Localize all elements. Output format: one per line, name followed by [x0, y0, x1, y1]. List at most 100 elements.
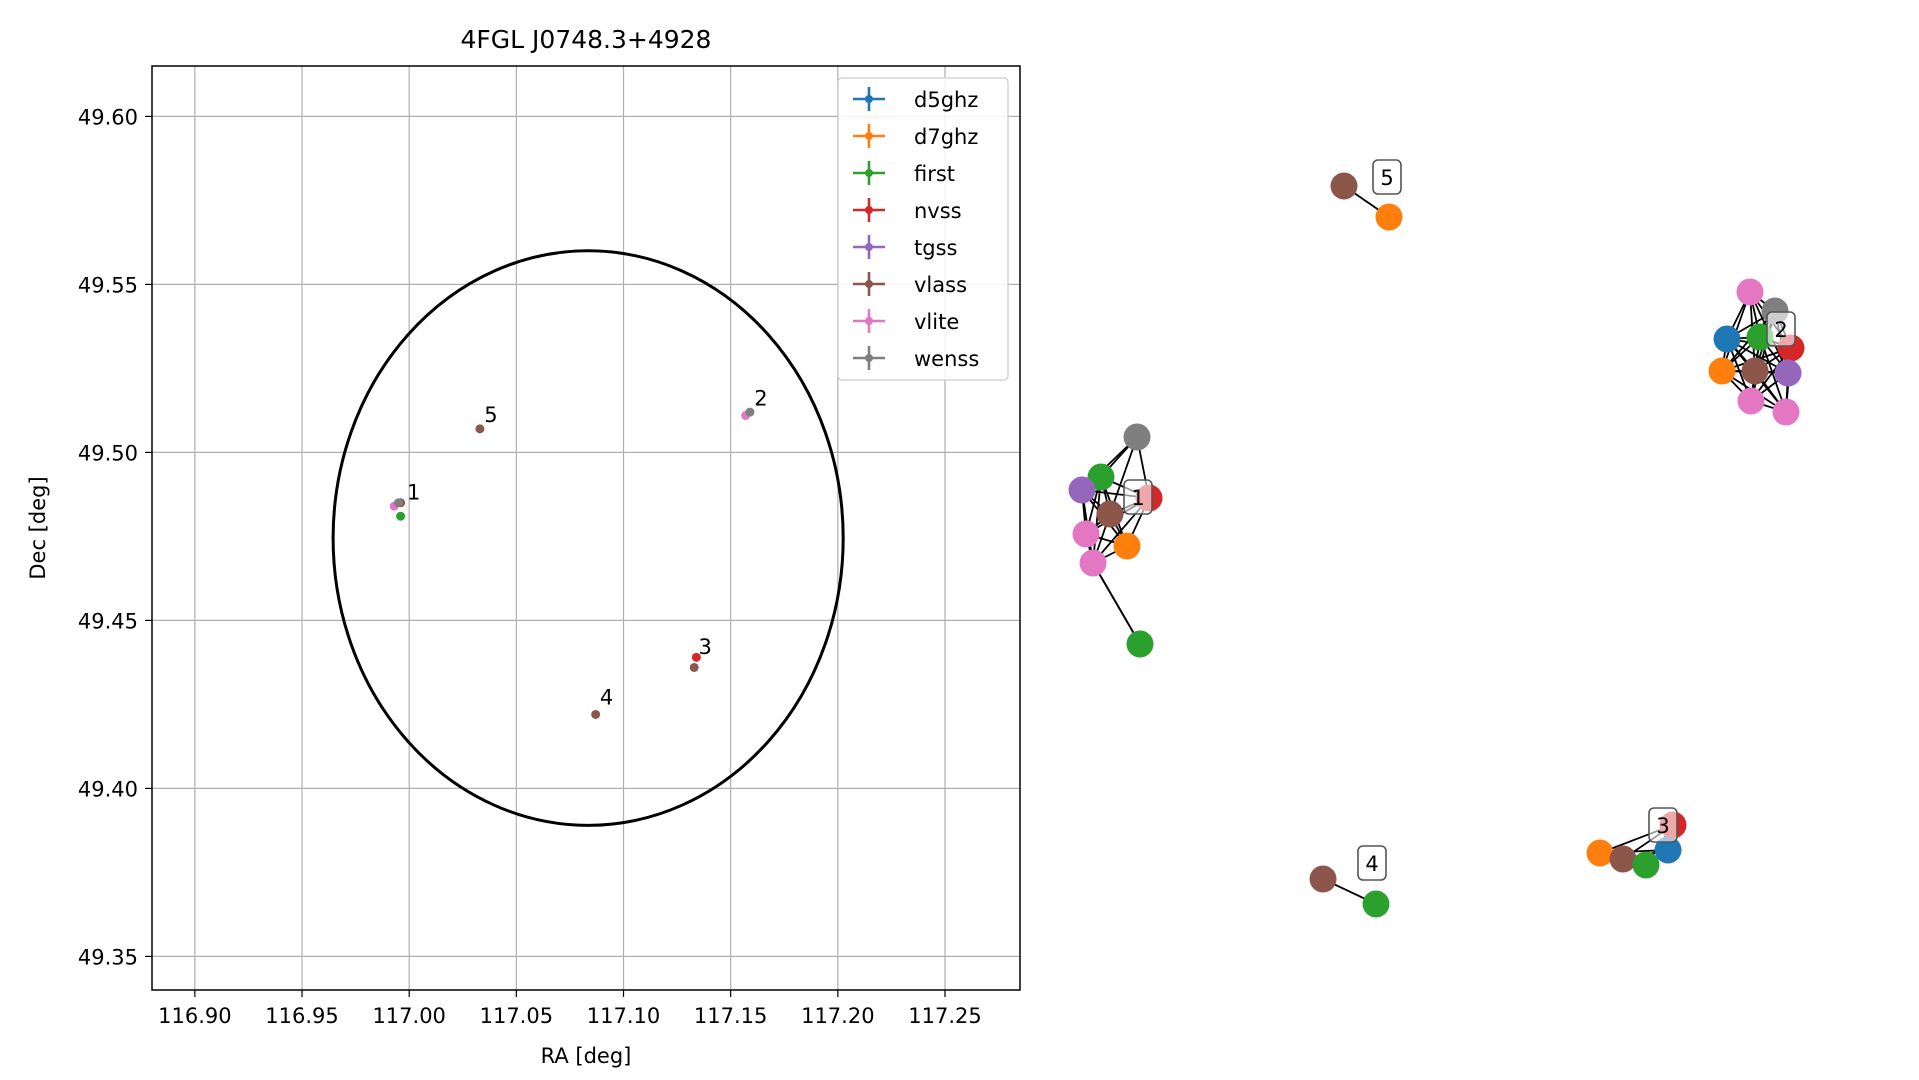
data-point-vlass: [475, 424, 485, 434]
network-group-label: 2: [1766, 311, 1796, 347]
group-label-text: 2: [1774, 318, 1787, 342]
legend-label: vlass: [914, 273, 967, 297]
legend-label: first: [914, 162, 955, 186]
error-ellipse: [331, 249, 845, 827]
network-node-vlite: [1737, 387, 1765, 415]
legend-marker-dot: [865, 132, 873, 140]
x-tick-label: 117.20: [801, 1004, 874, 1028]
network-node-tgss: [1068, 476, 1096, 504]
network-group-label: 4: [1357, 845, 1387, 881]
group-label-text: 4: [1365, 852, 1378, 876]
x-tick-label: 117.15: [694, 1004, 767, 1028]
legend-label: vlite: [914, 310, 959, 334]
y-tick-label: 49.60: [78, 105, 138, 129]
legend-box: [837, 77, 1009, 381]
x-tick-label: 117.00: [372, 1004, 445, 1028]
group-label-box: [1123, 479, 1153, 515]
network-node-first: [1087, 463, 1115, 491]
x-axis-title: RA [deg]: [541, 1044, 632, 1068]
legend-entry: nvss: [853, 198, 962, 223]
data-point-nvss: [691, 652, 701, 662]
network-node-wenss: [1123, 423, 1151, 451]
network-node-d7ghz: [1113, 532, 1141, 560]
y-tick-label: 49.50: [78, 441, 138, 465]
y-tick-label: 49.35: [78, 945, 138, 969]
group-label-box: [1648, 807, 1678, 843]
network-node-vlass: [1309, 865, 1337, 893]
data-point-wenss: [393, 498, 403, 508]
point-labels-layer: 1 2 3 4 5: [407, 386, 768, 709]
legend-marker-dot: [865, 169, 873, 177]
network-node-d5ghz: [1713, 325, 1741, 353]
x-axis-ticks: 116.90 116.95 117.00 117.05 117.10 117.15 117.…: [158, 990, 982, 1028]
legend-marker-dot: [865, 206, 873, 214]
chart-title: 4FGL J0748.3+4928: [461, 25, 712, 54]
legend-marker-dot: [865, 317, 873, 325]
legend-entry: d5ghz: [853, 87, 978, 112]
legend-entry: d7ghz: [853, 124, 978, 149]
data-point-wenss: [745, 407, 755, 417]
data-point-vlass: [689, 662, 699, 672]
data-point-first: [396, 511, 406, 521]
network-node-first: [1632, 851, 1660, 879]
x-tick-label: 117.25: [908, 1004, 981, 1028]
group-label-text: 1: [1131, 486, 1144, 510]
network-node-vlass: [1609, 845, 1637, 873]
legend-label: wenss: [914, 347, 979, 371]
legend: d5ghz d7ghz first nvss tgss vlass vlite wenss: [837, 77, 1009, 381]
y-tick-label: 49.40: [78, 777, 138, 801]
legend-entry: vlite: [853, 309, 959, 334]
x-tick-label: 117.05: [480, 1004, 553, 1028]
network-group-label: 5: [1372, 159, 1402, 195]
y-axis-title: Dec [deg]: [26, 476, 50, 579]
group-label-box: [1766, 311, 1796, 347]
network-node-vlass: [1741, 357, 1769, 385]
error-ellipse-layer: [331, 249, 845, 827]
y-tick-label: 49.55: [78, 273, 138, 297]
network-group-labels: 1 2 3 4 5: [1123, 159, 1796, 881]
legend-marker-dot: [865, 243, 873, 251]
plot-frame: [151, 65, 1021, 991]
x-tick-label: 116.95: [265, 1004, 338, 1028]
legend-entry: first: [853, 161, 955, 186]
network-group-label: 3: [1648, 807, 1678, 843]
sky-scatter-plot: 1 2 3 4 5 116.90 116.95 117.00 117.05 117.10 117.…: [26, 25, 1021, 1068]
network-node-vlass: [1096, 500, 1124, 528]
data-points-layer: [389, 407, 755, 719]
network-node-tgss: [1774, 359, 1802, 387]
point-label: 3: [699, 635, 712, 659]
y-axis-ticks: 49.35 49.40 49.45 49.50 49.55 49.60: [78, 105, 152, 969]
group-label-text: 3: [1656, 814, 1669, 838]
network-node-first: [1362, 890, 1390, 918]
network-node-d7ghz: [1708, 357, 1736, 385]
group-label-box: [1372, 159, 1402, 195]
network-group-label: 1: [1123, 479, 1153, 515]
legend-marker-dot: [865, 354, 873, 362]
legend-marker-dot: [865, 280, 873, 288]
legend-label: d5ghz: [914, 88, 978, 112]
legend-marker-dot: [865, 95, 873, 103]
legend-label: nvss: [914, 199, 962, 223]
x-tick-label: 116.90: [158, 1004, 231, 1028]
network-node-vlite: [1736, 278, 1764, 306]
legend-label: tgss: [914, 236, 957, 260]
association-network: 1 2 3 4 5: [1068, 159, 1805, 918]
legend-entry: tgss: [853, 235, 957, 260]
network-node-vlite: [1072, 520, 1100, 548]
data-point-vlass: [591, 709, 601, 719]
network-node-vlass: [1330, 172, 1358, 200]
network-node-d5ghz: [1654, 836, 1682, 864]
x-tick-label: 117.10: [587, 1004, 660, 1028]
group-label-box: [1357, 845, 1387, 881]
legend-label: d7ghz: [914, 125, 978, 149]
network-edge: [1109, 436, 1138, 515]
network-edge: [1092, 562, 1141, 645]
point-label: 1: [407, 480, 420, 504]
point-label: 2: [754, 386, 767, 410]
network-node-vlite: [1772, 398, 1800, 426]
point-label: 5: [484, 403, 497, 427]
legend-entry: wenss: [853, 346, 979, 371]
point-label: 4: [600, 685, 613, 709]
y-tick-label: 49.45: [78, 609, 138, 633]
